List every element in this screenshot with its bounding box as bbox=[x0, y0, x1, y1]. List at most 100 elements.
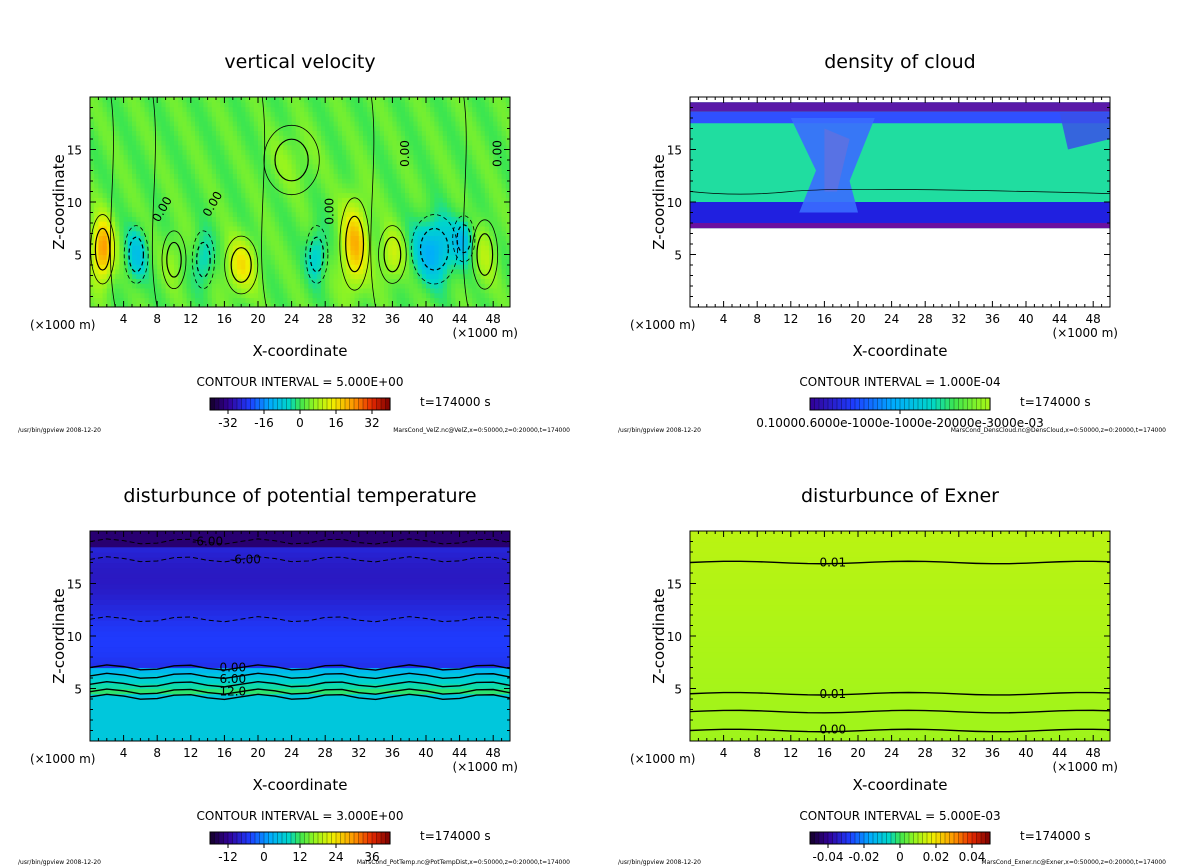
chart-title: vertical velocity bbox=[224, 51, 375, 73]
field-cell bbox=[367, 182, 372, 189]
field-band bbox=[90, 552, 510, 558]
field-cell bbox=[363, 106, 368, 112]
field-cell bbox=[123, 278, 129, 284]
field-cell bbox=[127, 101, 133, 108]
field-cell bbox=[249, 211, 255, 217]
field-cell bbox=[325, 168, 330, 174]
field-cell bbox=[106, 130, 112, 136]
field-cell bbox=[350, 216, 356, 222]
field-cell bbox=[262, 235, 267, 241]
field-cell bbox=[153, 273, 158, 279]
field-cell bbox=[174, 235, 179, 241]
field-cell bbox=[300, 163, 305, 170]
y-tick-label: 15 bbox=[667, 144, 682, 158]
field-cell bbox=[132, 97, 137, 103]
field-cell bbox=[279, 135, 284, 141]
field-cell bbox=[379, 245, 385, 251]
field-cell bbox=[287, 140, 293, 146]
field-cell bbox=[161, 182, 167, 189]
field-cell bbox=[127, 264, 133, 270]
field-cell bbox=[279, 302, 284, 307]
field-cell bbox=[312, 106, 318, 112]
field-cell bbox=[161, 230, 167, 236]
field-cell bbox=[371, 182, 377, 189]
field-cell bbox=[421, 101, 427, 108]
field-cell bbox=[207, 221, 213, 227]
field-cell bbox=[463, 168, 469, 174]
field-band bbox=[90, 714, 510, 721]
field-cell bbox=[190, 140, 196, 146]
field-cell bbox=[258, 163, 263, 170]
colorbar-cell bbox=[971, 397, 978, 411]
field-cell bbox=[258, 159, 263, 165]
field-cell bbox=[169, 230, 175, 236]
field-cell bbox=[308, 225, 314, 232]
field-cell bbox=[363, 130, 368, 136]
field-cell bbox=[94, 197, 99, 203]
field-cell bbox=[430, 106, 435, 112]
field-cell bbox=[333, 206, 339, 213]
field-cell bbox=[438, 125, 444, 131]
field-cell bbox=[484, 230, 490, 236]
field-cell bbox=[140, 187, 146, 194]
field-cell bbox=[190, 130, 196, 136]
field-cell bbox=[287, 130, 293, 136]
field-cell bbox=[249, 192, 255, 198]
field-cell bbox=[245, 140, 251, 146]
field-cell bbox=[165, 211, 171, 217]
field-cell bbox=[211, 302, 217, 307]
field-cell bbox=[346, 254, 351, 260]
field-cell bbox=[174, 144, 179, 151]
colorbar-cell bbox=[281, 397, 288, 411]
field-cell bbox=[350, 249, 356, 256]
colorbar-cell bbox=[223, 397, 229, 411]
field-cell bbox=[337, 187, 343, 194]
field-cell bbox=[342, 202, 347, 208]
field-cell bbox=[232, 302, 238, 307]
field-cell bbox=[316, 187, 322, 194]
field-cell bbox=[115, 168, 120, 174]
contour-line bbox=[305, 225, 329, 284]
field-cell bbox=[363, 154, 368, 160]
field-cell bbox=[211, 268, 217, 275]
field-cell bbox=[102, 302, 108, 307]
field-cell bbox=[216, 297, 221, 303]
field-cell bbox=[396, 182, 402, 189]
field-cell bbox=[400, 292, 406, 299]
field-cell bbox=[337, 182, 343, 189]
field-cell bbox=[245, 230, 251, 236]
field-cell bbox=[329, 211, 335, 217]
field-cell bbox=[371, 235, 377, 241]
field-cell bbox=[489, 187, 494, 194]
field-cell bbox=[266, 278, 272, 284]
field-cell bbox=[426, 287, 431, 294]
field-cell bbox=[413, 221, 419, 227]
field-cell bbox=[354, 278, 360, 284]
field-cell bbox=[388, 101, 393, 108]
field-cell bbox=[291, 225, 297, 232]
field-cell bbox=[249, 187, 255, 194]
field-cell bbox=[279, 264, 284, 270]
cloud-bottom-band bbox=[690, 223, 1110, 229]
field-cell bbox=[148, 168, 154, 174]
field-cell bbox=[220, 130, 225, 136]
field-cell bbox=[316, 264, 322, 270]
field-cell bbox=[388, 120, 393, 127]
field-cell bbox=[207, 135, 213, 141]
field-cell bbox=[274, 268, 280, 275]
field-cell bbox=[140, 173, 146, 179]
field-cell bbox=[136, 287, 141, 294]
field-cell bbox=[421, 225, 427, 232]
field-cell bbox=[455, 202, 461, 208]
field-cell bbox=[266, 154, 272, 160]
field-cell bbox=[468, 230, 473, 236]
field-cell bbox=[203, 101, 209, 108]
field-cell bbox=[426, 206, 431, 213]
field-cell bbox=[295, 178, 301, 184]
field-cell bbox=[195, 268, 200, 275]
field-cell bbox=[132, 264, 137, 270]
field-cell bbox=[468, 268, 473, 275]
field-cell bbox=[174, 221, 179, 227]
field-cell bbox=[300, 259, 305, 265]
field-cell bbox=[144, 135, 150, 141]
